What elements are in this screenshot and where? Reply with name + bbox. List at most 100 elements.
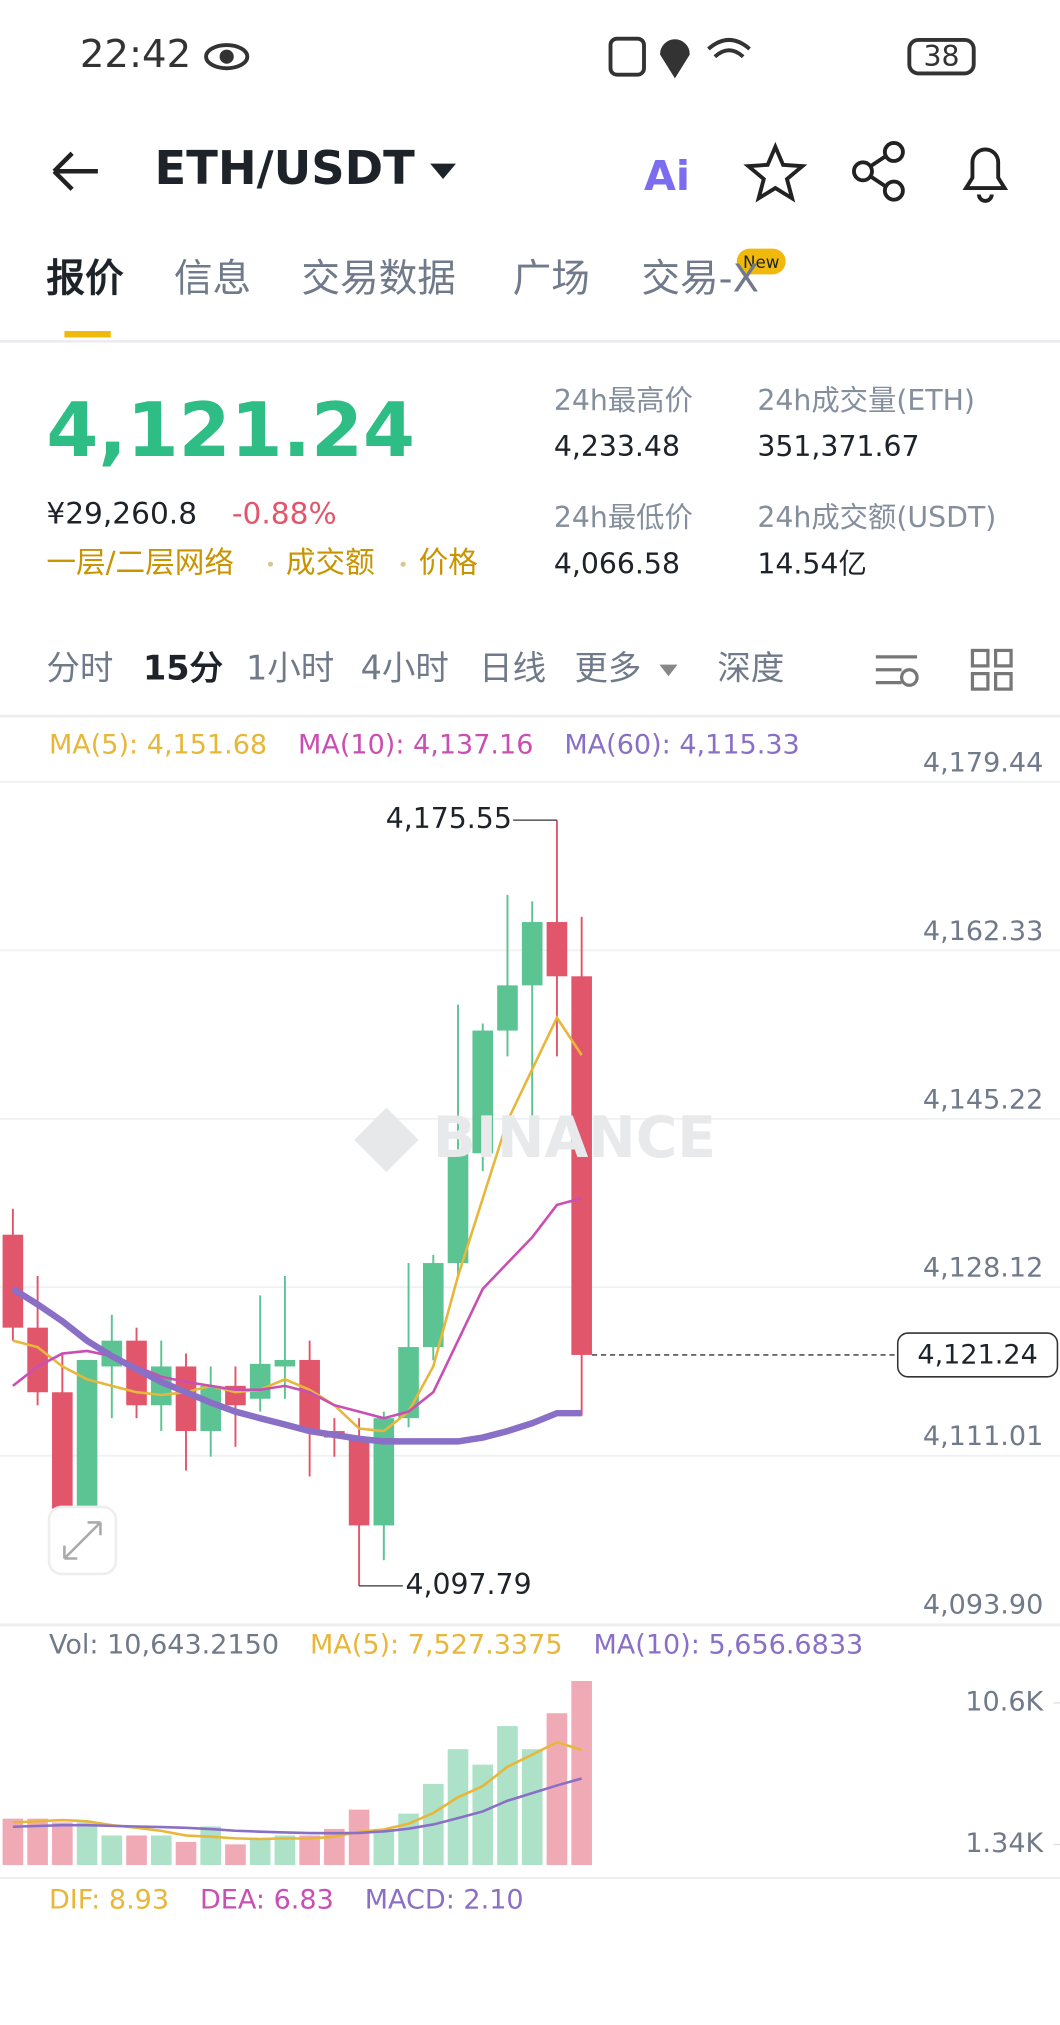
chart-settings-icons <box>875 648 1013 691</box>
low-label: 4,097.79 <box>405 1568 531 1601</box>
macd-legend: DIF: 8.93 <box>49 1885 169 1916</box>
tag-link[interactable]: 价格 <box>419 546 478 580</box>
candle-body <box>546 922 568 977</box>
interval-tab[interactable]: 分时 <box>46 648 113 687</box>
y-tick-label: 4,145.22 <box>923 1084 1043 1115</box>
volume-bar <box>76 1822 98 1866</box>
volume-bar <box>249 1839 271 1866</box>
watermark: BINANCE <box>433 1105 716 1171</box>
volume-bar <box>126 1835 147 1866</box>
volume-bar <box>398 1813 419 1866</box>
y-tick-label: 4,179.44 <box>923 747 1043 778</box>
tab[interactable]: 交易-X <box>641 256 759 301</box>
volume-ma-legend: MA(5): 7,527.3375 <box>310 1630 563 1661</box>
volume-bar <box>225 1844 246 1866</box>
volume-tick-label: 10.6K <box>965 1686 1044 1717</box>
volume-ma-line <box>12 1740 583 1841</box>
tab[interactable]: 报价 <box>46 256 124 301</box>
tab[interactable]: 交易数据 <box>301 256 456 301</box>
favorite-button[interactable] <box>743 141 808 203</box>
macd-legend: DEA: 6.83 <box>200 1885 334 1916</box>
volume-bar <box>546 1713 568 1866</box>
interval-tab[interactable]: 15分 <box>143 648 224 687</box>
clock: 22:42 <box>80 32 191 77</box>
volume-bar <box>27 1818 48 1866</box>
new-badge-bg <box>736 248 786 275</box>
separator <box>267 561 274 567</box>
fullscreen-icon <box>63 1521 102 1560</box>
status-icons <box>204 36 976 79</box>
y-tick-label: 4,162.33 <box>923 916 1043 947</box>
volume-bar <box>200 1826 222 1866</box>
last-price-box <box>896 1332 1059 1378</box>
ma-line <box>12 1015 583 1433</box>
volume-bar <box>497 1726 518 1866</box>
candle-body <box>447 1153 469 1264</box>
back-button[interactable] <box>52 151 98 191</box>
pair-caret[interactable] <box>430 163 456 180</box>
tag-link[interactable]: 成交额 <box>286 546 375 580</box>
stat-value: 4,233.48 <box>554 430 680 463</box>
stat-label: 24h最低价 <box>554 501 693 534</box>
battery: 38 <box>924 40 960 73</box>
tag-link[interactable]: 一层/二层网络 <box>46 546 234 580</box>
candle-body <box>422 1263 444 1348</box>
volume-bar <box>101 1835 123 1866</box>
stat-value: 4,066.58 <box>554 547 680 580</box>
candle-body <box>472 1030 494 1154</box>
tab[interactable]: 广场 <box>513 256 590 301</box>
stat-label: 24h成交额(USDT) <box>757 501 996 534</box>
separator <box>400 561 406 567</box>
volume-bar <box>571 1680 592 1866</box>
ma-legend: MA(60): 4,115.33 <box>564 729 799 760</box>
y-tick-label: 4,128.12 <box>923 1253 1043 1284</box>
tab-indicator <box>64 331 111 338</box>
share-button[interactable] <box>852 141 905 202</box>
pair-title[interactable]: ETH/USDT <box>155 141 416 195</box>
volume-tick-label: 1.34K <box>965 1828 1044 1859</box>
candle-body <box>571 976 592 1355</box>
ma-legend: MA(10): 4,137.16 <box>298 729 533 760</box>
candle-body <box>76 1359 98 1509</box>
volume-bar <box>348 1809 370 1866</box>
candle-body <box>521 922 543 986</box>
candle-body <box>126 1340 147 1406</box>
volume-bar <box>373 1828 395 1866</box>
stat-value: 351,371.67 <box>757 430 919 463</box>
alert-button[interactable] <box>962 147 1009 203</box>
stat-value: 14.54亿 <box>757 547 866 580</box>
candle-body <box>249 1363 271 1399</box>
tab[interactable]: 信息 <box>174 256 251 301</box>
volume-bar <box>447 1749 469 1866</box>
ma-legend: MA(5): 4,151.68 <box>49 729 267 760</box>
watermark-logo <box>354 1107 419 1173</box>
volume-ma-line <box>12 1777 583 1835</box>
volume-legend: Vol: 10,643.2150 <box>49 1630 279 1661</box>
candle-body <box>2 1234 24 1328</box>
stat-label: 24h成交量(ETH) <box>757 384 975 417</box>
volume-bar <box>299 1835 320 1866</box>
interval-tab[interactable]: 4小时 <box>361 648 449 687</box>
y-tick-label: 4,111.01 <box>923 1421 1043 1452</box>
volume-bar <box>150 1835 172 1866</box>
interval-tab[interactable]: 日线 <box>479 648 546 687</box>
stat-label: 24h最高价 <box>554 384 693 417</box>
candle-body <box>175 1366 197 1432</box>
y-tick-label: 4,093.90 <box>923 1590 1043 1621</box>
ai-button[interactable]: Ai <box>644 152 690 200</box>
interval-tab[interactable]: 1小时 <box>246 648 334 687</box>
ma-line <box>11 1286 582 1445</box>
candle-body <box>27 1327 48 1393</box>
volume-bar <box>521 1749 543 1866</box>
volume-bar <box>274 1835 296 1866</box>
candle-body <box>497 985 518 1031</box>
high-label: 4,175.55 <box>386 802 512 835</box>
interval-tab[interactable]: 更多 <box>574 648 641 687</box>
interval-tab[interactable]: 深度 <box>717 648 784 687</box>
candle-body <box>274 1359 296 1367</box>
macd-legend: MACD: 2.10 <box>365 1885 524 1916</box>
last-price: 4,121.24 <box>46 387 415 474</box>
price-change: -0.88% <box>232 497 337 531</box>
